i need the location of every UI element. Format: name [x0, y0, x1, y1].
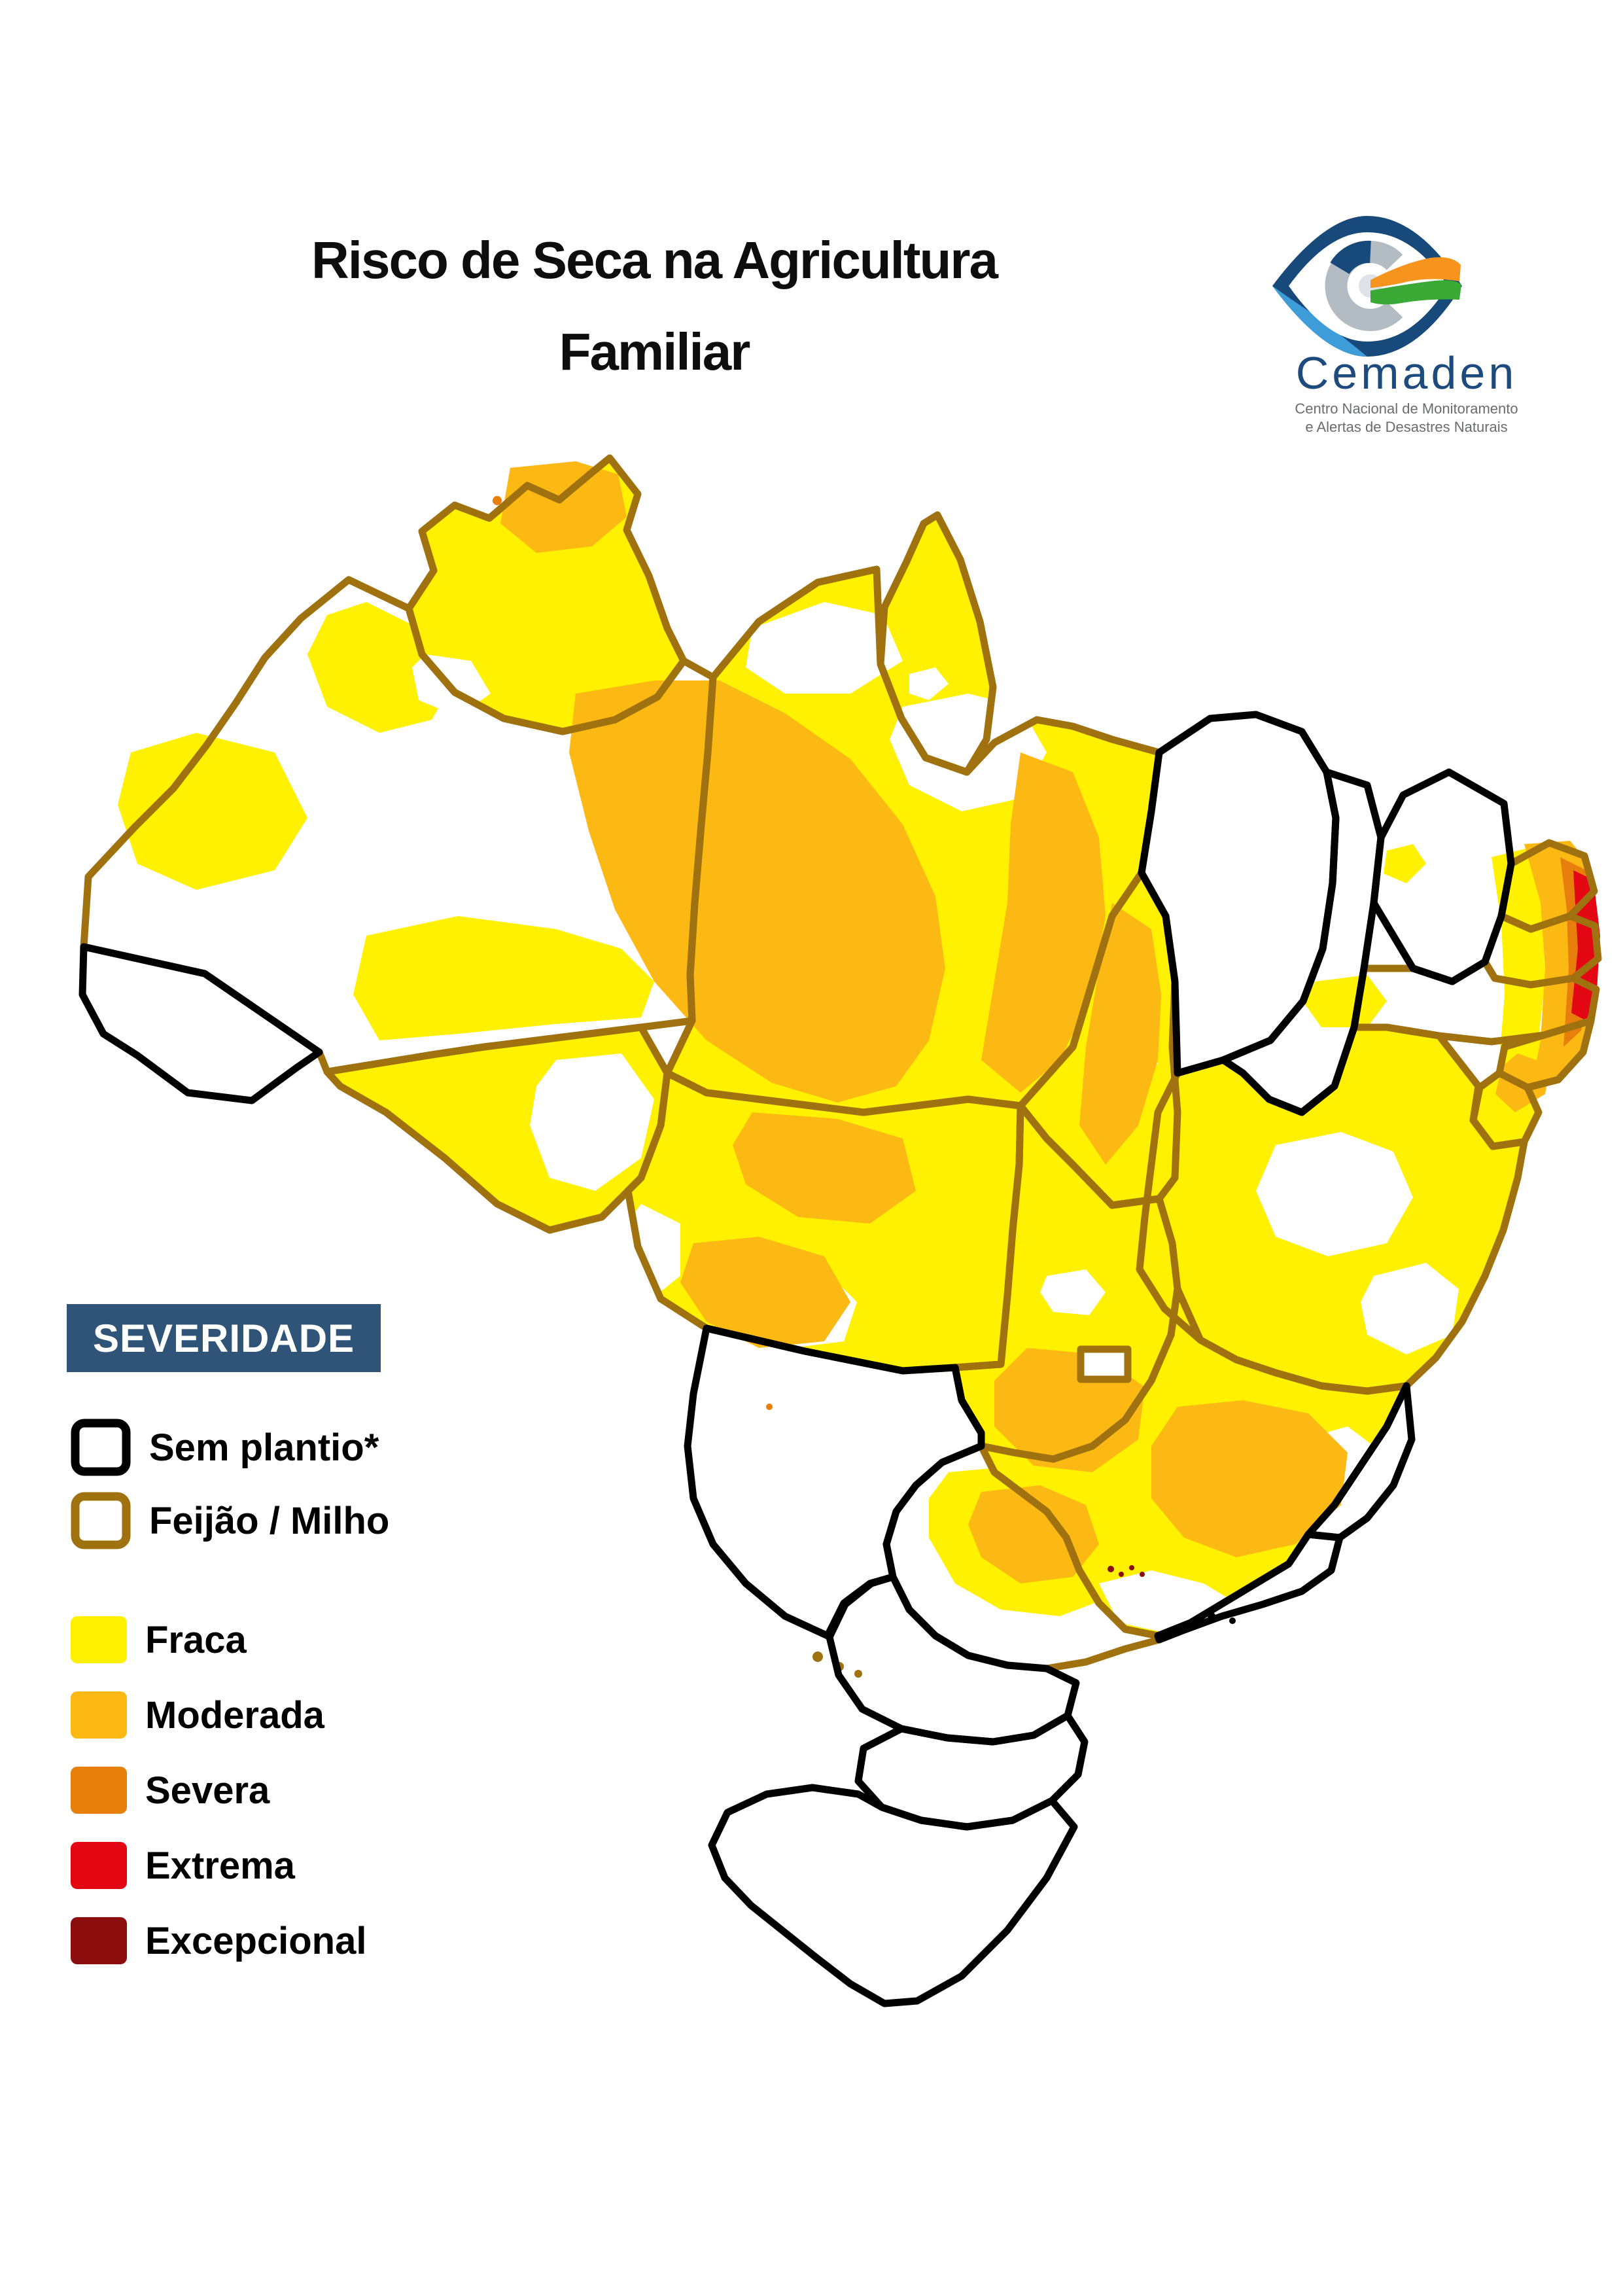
severa-label: Severa — [145, 1769, 270, 1812]
cemaden-eye-icon — [1272, 216, 1462, 357]
cemaden-subtitle-line2: e Alertas de Desastres Naturais — [1305, 419, 1508, 435]
legend-header: SEVERIDADE — [67, 1304, 381, 1372]
moderada-label: Moderada — [145, 1693, 324, 1737]
cemaden-logo: Cemaden Centro Nacional de Monitoramento… — [1253, 206, 1560, 442]
patch-fraca-am-west — [118, 733, 307, 890]
patch-moderada-mt-north — [733, 1112, 916, 1224]
borders-sem-plantio — [79, 711, 1515, 2007]
patch-white-ba-1 — [1256, 1132, 1413, 1256]
patch-white-ro — [530, 1053, 654, 1191]
excepcional-label: Excepcional — [145, 1919, 367, 1962]
excepcional-color-swatch — [71, 1917, 127, 1964]
patch-moderada-west-para — [569, 680, 945, 1103]
patch-excepcional-sp-coast — [1108, 1565, 1145, 1577]
patch-moderada-mg — [1151, 1400, 1348, 1557]
patch-moderada-mt-center — [680, 1237, 850, 1348]
severa-color-swatch — [71, 1767, 127, 1814]
legend-item-fraca: Fraca — [71, 1616, 247, 1663]
island-sp-1 — [812, 1651, 823, 1662]
legend-item-moderada: Moderada — [71, 1691, 324, 1739]
cemaden-subtitle-line1: Centro Nacional de Monitoramento — [1295, 400, 1518, 417]
legend-header-label: SEVERIDADE — [92, 1316, 355, 1360]
page-title-line2: Familiar — [559, 323, 751, 381]
coastal-islands — [812, 1612, 1236, 1678]
patch-fraca-pe-inland — [1305, 975, 1387, 1027]
state-maranhao — [1142, 715, 1336, 1073]
feijao-milho-label: Feijão / Milho — [149, 1499, 390, 1542]
state-parana — [829, 1577, 1076, 1742]
legend-item-severa: Severa — [71, 1767, 270, 1814]
legend-item-feijao-milho: Feijão / Milho — [71, 1492, 389, 1549]
cemaden-wordmark: Cemaden — [1295, 347, 1518, 398]
patch-severa-ms-dot — [766, 1404, 773, 1410]
legend-item-sem-plantio: Sem plantio* — [71, 1419, 379, 1476]
page-title-line1: Risco de Seca na Agricultura — [311, 231, 998, 289]
state-mato-grosso-do-sul — [688, 1328, 981, 1636]
patch-severa-rr-dot — [493, 496, 502, 505]
patch-moderada-sp — [968, 1485, 1099, 1583]
state-distrito-federal — [1077, 1345, 1132, 1383]
patch-fraca-am-south — [353, 916, 654, 1040]
patch-white-ba-2 — [1361, 1263, 1459, 1354]
fraca-label: Fraca — [145, 1618, 247, 1661]
island-rj-2 — [1229, 1617, 1236, 1624]
patch-white-go — [1040, 1269, 1106, 1315]
sem-plantio-label: Sem plantio* — [149, 1426, 379, 1469]
sem-plantio-outline-swatch — [71, 1419, 131, 1476]
state-santa-catarina — [858, 1716, 1085, 1827]
patch-white-pa-mouth — [890, 694, 1047, 811]
feijao-milho-outline-swatch — [71, 1492, 131, 1549]
fraca-color-swatch — [71, 1616, 127, 1663]
patch-fraca-ce — [1384, 844, 1426, 883]
state-acre — [82, 947, 319, 1101]
patch-white-pa-north — [746, 602, 903, 694]
extrema-label: Extrema — [145, 1844, 295, 1887]
legend-item-extrema: Extrema — [71, 1842, 295, 1889]
extrema-color-swatch — [71, 1842, 127, 1889]
patch-white-ap — [909, 667, 949, 700]
state-ceara — [1374, 772, 1511, 981]
moderada-color-swatch — [71, 1691, 127, 1739]
island-sp-3 — [854, 1670, 862, 1678]
legend-item-excepcional: Excepcional — [71, 1917, 366, 1964]
patch-moderada-para-east — [981, 752, 1106, 1093]
